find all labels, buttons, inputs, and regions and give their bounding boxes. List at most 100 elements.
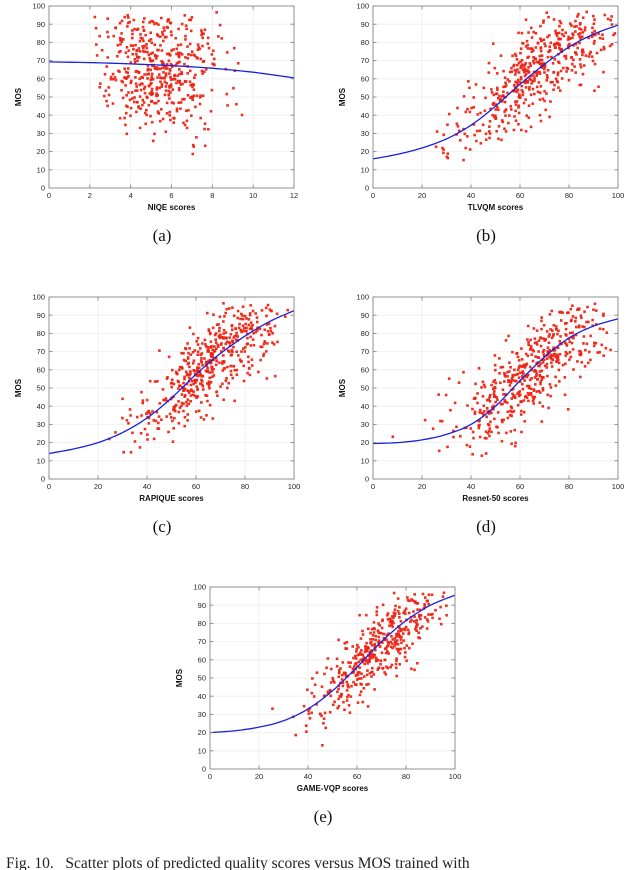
- scatter-chart-resnet50: 0 20 40 60 80 100 0 10 20 30 40 50 60 70 80 90 100 Resnet…: [338, 293, 624, 503]
- svg-text:50: 50: [37, 384, 45, 393]
- svg-text:20: 20: [361, 438, 369, 447]
- svg-text:70: 70: [198, 637, 206, 646]
- svg-text:20: 20: [37, 147, 45, 156]
- svg-text:10: 10: [249, 191, 257, 200]
- svg-text:40: 40: [37, 111, 45, 120]
- svg-text:80: 80: [37, 329, 45, 338]
- svg-text:10: 10: [361, 456, 369, 465]
- svg-text:2: 2: [88, 191, 92, 200]
- svg-text:TLVQM scores: TLVQM scores: [468, 203, 524, 212]
- svg-text:40: 40: [467, 191, 475, 200]
- svg-text:10: 10: [361, 165, 369, 174]
- svg-text:0: 0: [208, 772, 212, 781]
- svg-text:40: 40: [304, 772, 312, 781]
- subplot-d: 0 20 40 60 80 100 0 10 20 30 40 50 60 70 80 90 100 Resnet…: [326, 291, 640, 537]
- svg-text:0: 0: [365, 475, 369, 484]
- svg-text:0: 0: [371, 191, 375, 200]
- svg-text:60: 60: [198, 655, 206, 664]
- svg-text:100: 100: [356, 2, 369, 11]
- subplot-caption-c: (c): [152, 517, 172, 536]
- svg-text:100: 100: [32, 2, 45, 11]
- svg-text:0: 0: [371, 482, 375, 491]
- svg-text:RAPIQUE scores: RAPIQUE scores: [139, 494, 204, 503]
- svg-text:20: 20: [418, 191, 426, 200]
- svg-text:100: 100: [193, 583, 206, 592]
- svg-text:100: 100: [449, 772, 462, 781]
- svg-text:40: 40: [361, 402, 369, 411]
- svg-text:MOS: MOS: [175, 668, 184, 687]
- svg-text:60: 60: [516, 482, 524, 491]
- subplot-caption-a: (a): [152, 226, 172, 245]
- svg-text:50: 50: [361, 384, 369, 393]
- svg-text:100: 100: [612, 191, 625, 200]
- svg-text:60: 60: [192, 482, 200, 491]
- svg-text:80: 80: [361, 38, 369, 47]
- svg-text:6: 6: [169, 191, 173, 200]
- svg-text:70: 70: [37, 347, 45, 356]
- svg-text:80: 80: [37, 38, 45, 47]
- svg-text:80: 80: [565, 191, 573, 200]
- svg-text:90: 90: [198, 601, 206, 610]
- svg-text:80: 80: [565, 482, 573, 491]
- svg-text:0: 0: [365, 184, 369, 193]
- svg-text:40: 40: [467, 482, 475, 491]
- svg-text:80: 80: [361, 329, 369, 338]
- svg-text:0: 0: [202, 765, 206, 774]
- svg-text:12: 12: [290, 191, 298, 200]
- scatter-chart-tlvqm: 0 20 40 60 80 100 0 10 20 30 40 50 60 70 80 90 100 TLVQM …: [338, 2, 625, 212]
- svg-text:30: 30: [361, 420, 369, 429]
- svg-text:MOS: MOS: [338, 87, 347, 106]
- svg-text:0: 0: [47, 482, 51, 491]
- svg-text:100: 100: [32, 293, 45, 302]
- svg-text:0: 0: [41, 184, 45, 193]
- svg-text:40: 40: [361, 111, 369, 120]
- svg-text:40: 40: [143, 482, 151, 491]
- subplot-caption-d: (d): [476, 517, 496, 536]
- svg-text:80: 80: [198, 619, 206, 628]
- figure-caption: Fig. 10. Scatter plots of predicted qual…: [6, 855, 470, 870]
- svg-text:90: 90: [361, 20, 369, 29]
- svg-text:10: 10: [198, 746, 206, 755]
- svg-text:MOS: MOS: [14, 378, 23, 397]
- svg-text:8: 8: [210, 191, 214, 200]
- svg-text:80: 80: [241, 482, 249, 491]
- svg-text:0: 0: [41, 475, 45, 484]
- svg-text:30: 30: [37, 420, 45, 429]
- svg-text:20: 20: [418, 482, 426, 491]
- svg-text:90: 90: [361, 311, 369, 320]
- svg-text:20: 20: [361, 147, 369, 156]
- svg-text:50: 50: [361, 93, 369, 102]
- scatter-chart-gamevqp: 0 20 40 60 80 100 0 10 20 30 40 50 60 70 80 90 100 GAME-V…: [175, 583, 462, 793]
- svg-text:90: 90: [37, 20, 45, 29]
- scatter-chart-niqe: 0 2 4 6 8 10 12 0 10 20 30 40 50 60 70 80 90 100 NIQE scor…: [14, 2, 298, 212]
- svg-text:60: 60: [37, 365, 45, 374]
- svg-text:30: 30: [37, 129, 45, 138]
- svg-text:60: 60: [516, 191, 524, 200]
- subplot-caption-b: (b): [476, 226, 496, 245]
- svg-text:10: 10: [37, 456, 45, 465]
- subplot-e: 0 20 40 60 80 100 0 10 20 30 40 50 60 70 80 90 100 GAME-V…: [163, 581, 483, 827]
- svg-text:90: 90: [37, 311, 45, 320]
- svg-text:20: 20: [198, 728, 206, 737]
- subplot-a: 0 2 4 6 8 10 12 0 10 20 30 40 50 60 70 80 90 100 NIQE scor…: [2, 0, 322, 246]
- subplot-b: 0 20 40 60 80 100 0 10 20 30 40 50 60 70 80 90 100 TLVQM …: [326, 0, 640, 246]
- svg-text:60: 60: [37, 74, 45, 83]
- svg-text:0: 0: [47, 191, 51, 200]
- svg-text:60: 60: [353, 772, 361, 781]
- scatter-chart-rapique: 0 20 40 60 80 100 0 10 20 30 40 50 60 70 80 90 100 RAPIQU…: [14, 293, 300, 503]
- svg-text:50: 50: [37, 93, 45, 102]
- svg-text:40: 40: [198, 692, 206, 701]
- svg-text:GAME-VQP scores: GAME-VQP scores: [297, 784, 369, 793]
- svg-text:60: 60: [361, 74, 369, 83]
- svg-text:50: 50: [198, 674, 206, 683]
- svg-text:4: 4: [129, 191, 133, 200]
- svg-text:Resnet-50 scores: Resnet-50 scores: [462, 494, 529, 503]
- svg-text:MOS: MOS: [14, 87, 23, 106]
- svg-text:70: 70: [361, 56, 369, 65]
- svg-text:80: 80: [402, 772, 410, 781]
- svg-text:30: 30: [198, 710, 206, 719]
- svg-text:20: 20: [94, 482, 102, 491]
- svg-text:100: 100: [356, 293, 369, 302]
- svg-text:30: 30: [361, 129, 369, 138]
